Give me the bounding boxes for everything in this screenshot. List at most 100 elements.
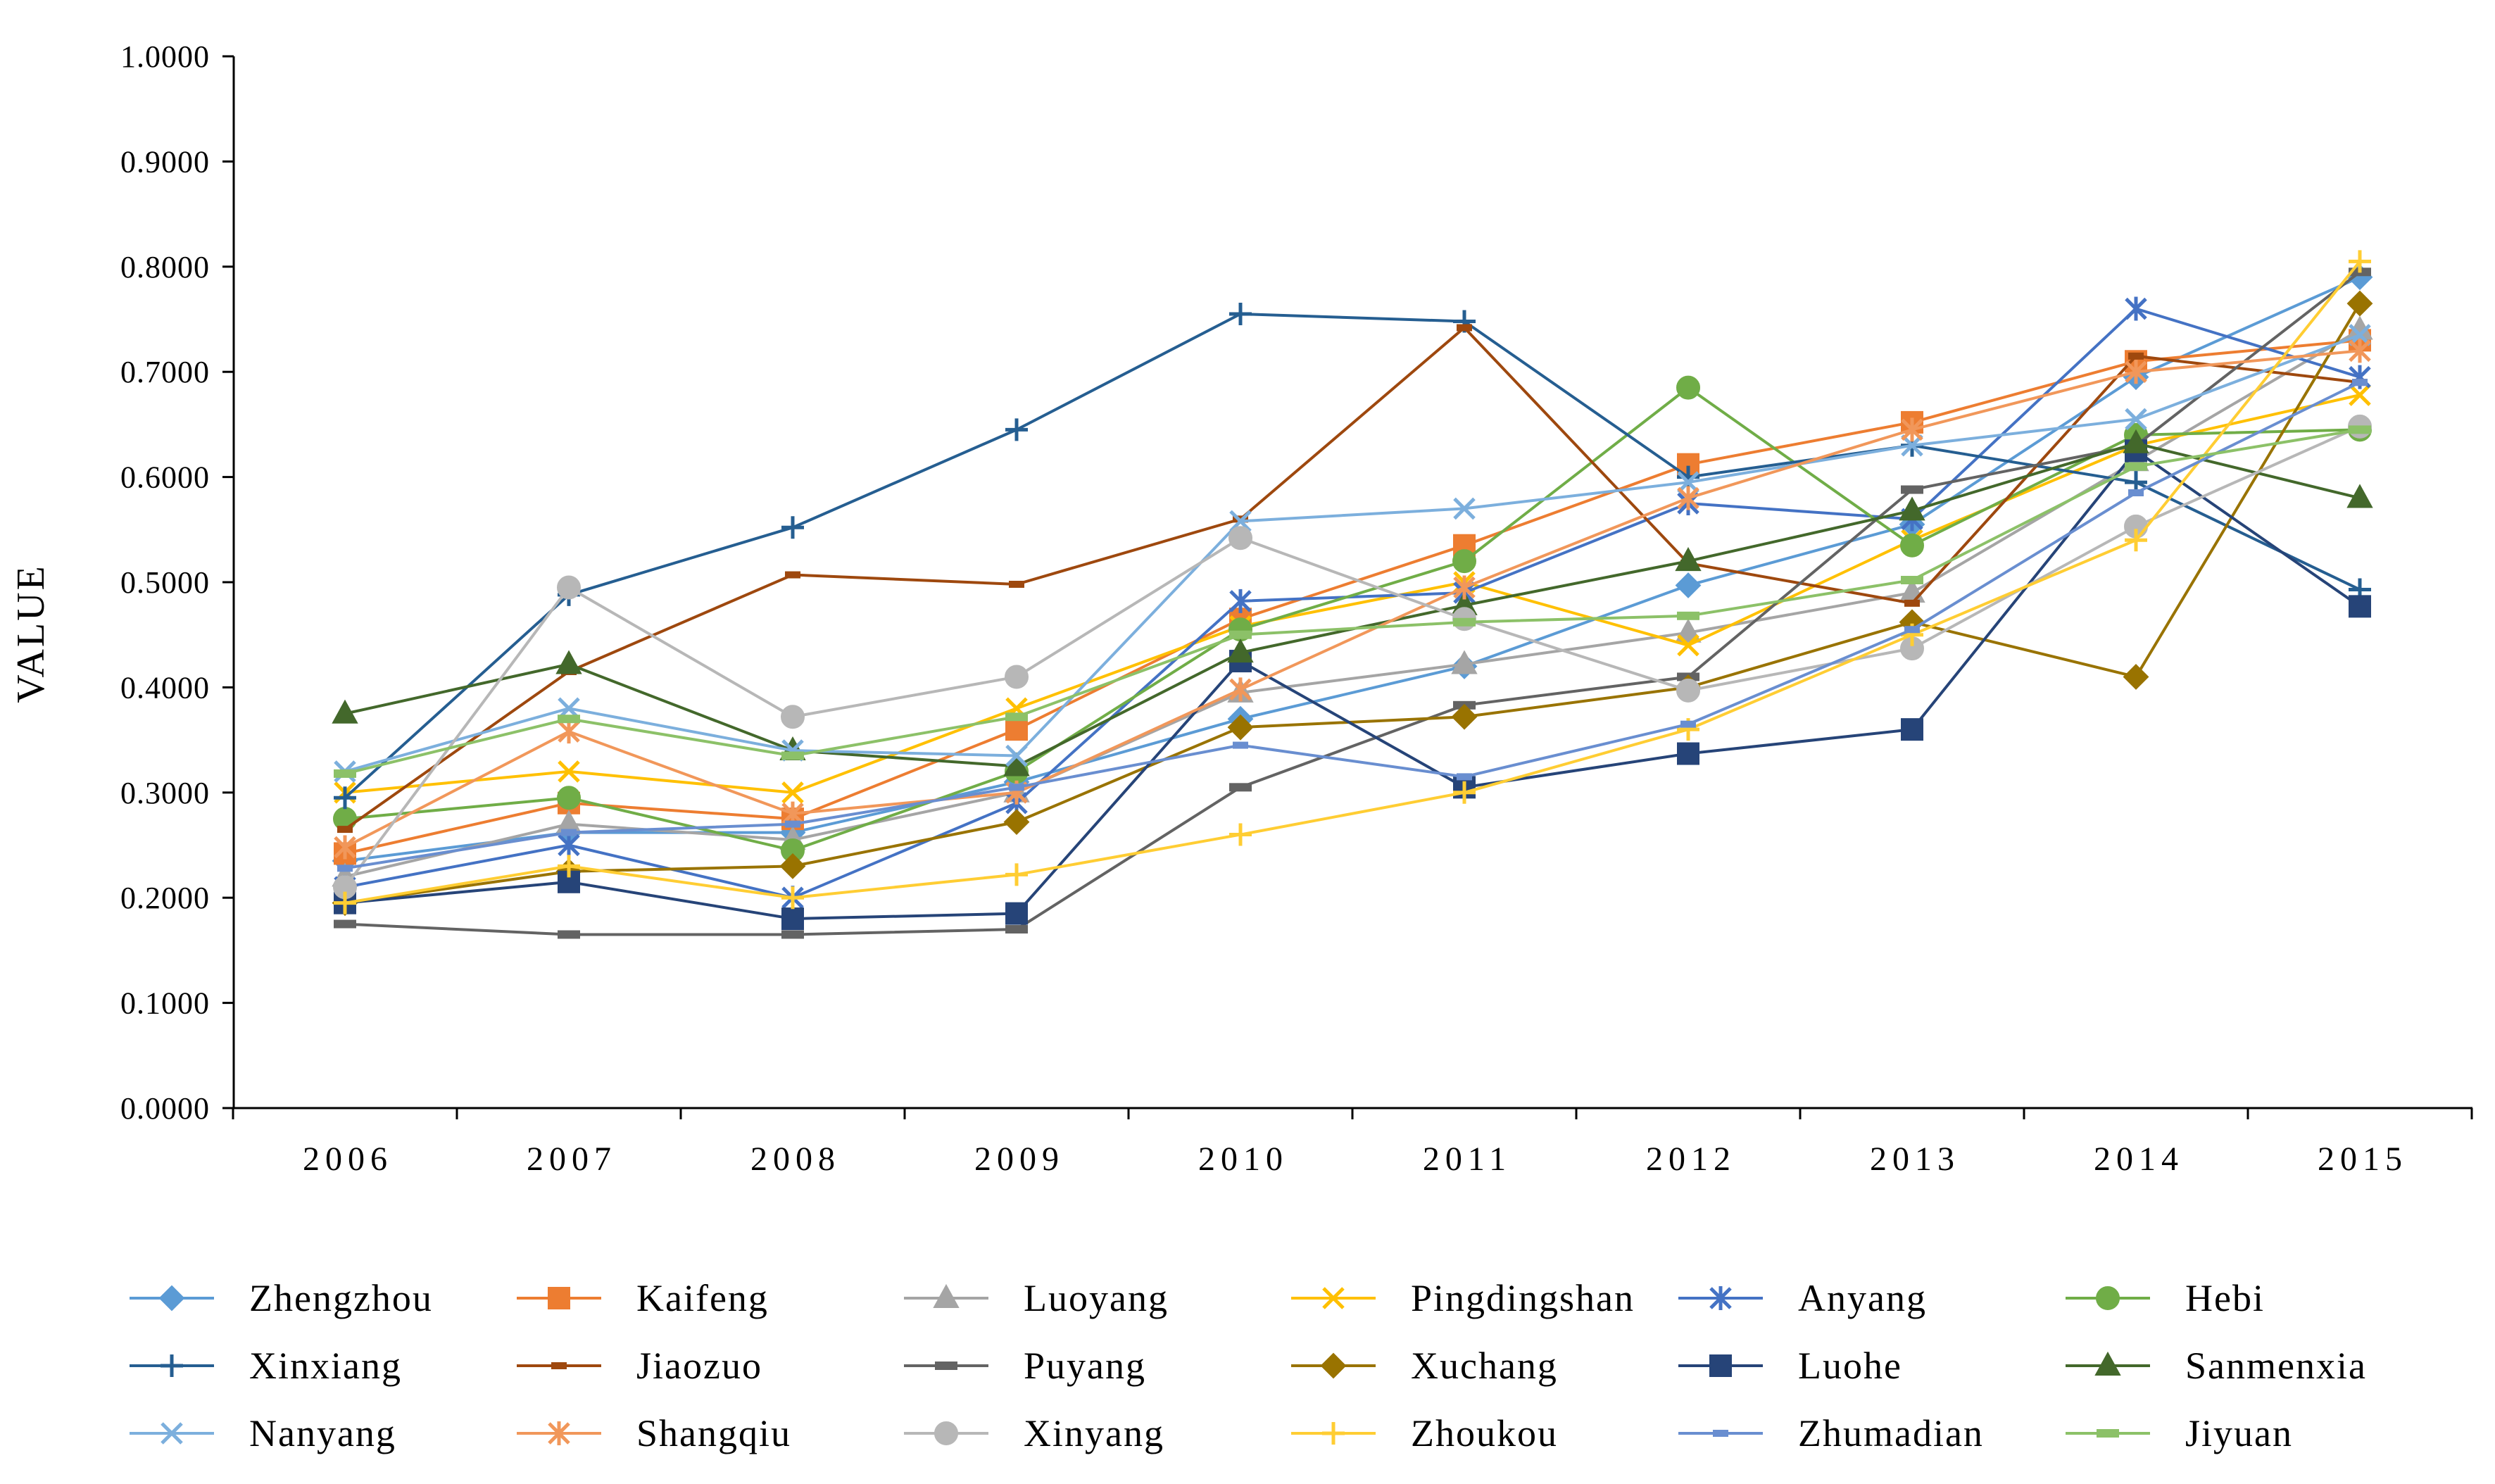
data-point bbox=[1457, 324, 1472, 332]
data-point bbox=[1009, 784, 1024, 791]
legend-item-kaifeng: Kaifeng bbox=[517, 1277, 769, 1319]
y-tick-label: 0.4000 bbox=[120, 670, 210, 705]
data-point bbox=[555, 650, 582, 674]
series-line bbox=[344, 339, 2361, 855]
series-line bbox=[344, 449, 2361, 921]
data-point bbox=[2349, 339, 2371, 363]
data-point bbox=[1005, 902, 1028, 925]
legend-label: Sanmenxia bbox=[2185, 1345, 2367, 1387]
data-point bbox=[1229, 510, 1252, 533]
series-line bbox=[344, 303, 2361, 905]
data-point bbox=[1003, 809, 1030, 836]
legend-label: Jiaozuo bbox=[636, 1345, 762, 1387]
data-point bbox=[1009, 580, 1024, 588]
x-tick-label: 2007 bbox=[527, 1140, 617, 1178]
legend-marker bbox=[548, 1421, 570, 1445]
legend-marker bbox=[935, 1362, 957, 1370]
data-point bbox=[2123, 664, 2149, 690]
data-point bbox=[561, 829, 577, 836]
legend-label: Zhoukou bbox=[1411, 1412, 1558, 1454]
y-tick-label: 0.8000 bbox=[120, 250, 210, 284]
x-tick-label: 2008 bbox=[750, 1140, 841, 1178]
legend-label: Jiyuan bbox=[2185, 1412, 2293, 1454]
data-point bbox=[1229, 677, 1252, 702]
data-point bbox=[785, 820, 800, 828]
data-point bbox=[1228, 526, 1252, 551]
data-point bbox=[332, 699, 358, 724]
legend-marker bbox=[1320, 1352, 1347, 1379]
data-point bbox=[1227, 639, 1254, 663]
legend-label: Shangqiu bbox=[636, 1412, 791, 1454]
data-point bbox=[1229, 630, 1252, 639]
legend-label: Xinyang bbox=[1024, 1412, 1164, 1454]
legend-marker bbox=[161, 1354, 183, 1377]
data-point bbox=[1677, 486, 1699, 510]
data-point bbox=[1675, 572, 1702, 598]
legend-label: Luohe bbox=[1798, 1345, 1902, 1387]
data-point bbox=[1901, 417, 1923, 442]
data-point bbox=[558, 930, 580, 939]
data-point bbox=[1899, 496, 1925, 521]
data-point bbox=[1229, 823, 1252, 846]
data-point bbox=[1901, 434, 1923, 457]
y-tick-label: 0.6000 bbox=[120, 460, 210, 495]
legend-item-shangqiu: Shangqiu bbox=[517, 1412, 791, 1454]
x-tick-label: 2009 bbox=[974, 1140, 1064, 1178]
legend-item-pingdingshan: Pingdingshan bbox=[1291, 1277, 1635, 1319]
x-tick-label: 2013 bbox=[1870, 1140, 1960, 1178]
legend-item-sanmenxia: Sanmenxia bbox=[2066, 1345, 2367, 1387]
legend-label: Anyang bbox=[1798, 1277, 1927, 1319]
data-point bbox=[781, 751, 804, 760]
data-point bbox=[1233, 741, 1248, 749]
legend-label: Pingdingshan bbox=[1411, 1277, 1635, 1319]
y-tick-label: 0.1000 bbox=[120, 986, 210, 1021]
y-tick-label: 0.2000 bbox=[120, 881, 210, 915]
legend-marker bbox=[1709, 1354, 1732, 1377]
data-point bbox=[1005, 718, 1028, 741]
data-point bbox=[781, 705, 805, 729]
data-point bbox=[558, 719, 580, 744]
data-point bbox=[779, 853, 806, 879]
x-tick-label: 2010 bbox=[1198, 1140, 1288, 1178]
data-point bbox=[558, 715, 580, 724]
data-point bbox=[2125, 529, 2147, 552]
data-point bbox=[558, 855, 580, 878]
data-point bbox=[337, 864, 353, 872]
data-point bbox=[1451, 650, 1478, 674]
data-point bbox=[1680, 720, 1696, 728]
series-line bbox=[344, 386, 2361, 852]
series-line bbox=[344, 381, 2361, 870]
data-point bbox=[1677, 742, 1699, 765]
data-point bbox=[334, 891, 356, 914]
data-point bbox=[781, 930, 804, 939]
legend-marker bbox=[1322, 1422, 1345, 1445]
data-point bbox=[1676, 375, 1700, 400]
data-point bbox=[337, 826, 353, 834]
series-line bbox=[344, 326, 2361, 831]
data-point bbox=[2349, 425, 2371, 434]
legend-item-puyang: Puyang bbox=[904, 1345, 1145, 1387]
x-tick-label: 2012 bbox=[1646, 1140, 1736, 1178]
legend-label: Luoyang bbox=[1024, 1277, 1169, 1319]
legend-marker bbox=[2096, 1286, 2120, 1310]
legend-label: Kaifeng bbox=[636, 1277, 769, 1319]
x-tick-label: 2014 bbox=[2094, 1140, 2184, 1178]
legend-label: Zhengzhou bbox=[249, 1277, 433, 1319]
data-point bbox=[1453, 781, 1476, 804]
series-line bbox=[344, 313, 2361, 799]
data-point bbox=[334, 769, 356, 778]
data-point bbox=[2349, 595, 2371, 618]
legend-item-hebi: Hebi bbox=[2066, 1277, 2263, 1319]
legend-item-zhengzhou: Zhengzhou bbox=[130, 1277, 433, 1319]
series-line bbox=[344, 270, 2361, 936]
data-point bbox=[1229, 783, 1252, 792]
data-point bbox=[1229, 589, 1252, 613]
data-point bbox=[334, 786, 356, 810]
y-tick-label: 0.5000 bbox=[120, 565, 210, 600]
data-point bbox=[1003, 752, 1030, 776]
data-point bbox=[1005, 712, 1028, 722]
legend-marker bbox=[1322, 1287, 1345, 1309]
legend-item-luoyang: Luoyang bbox=[904, 1277, 1169, 1319]
legend-marker bbox=[933, 1283, 960, 1308]
